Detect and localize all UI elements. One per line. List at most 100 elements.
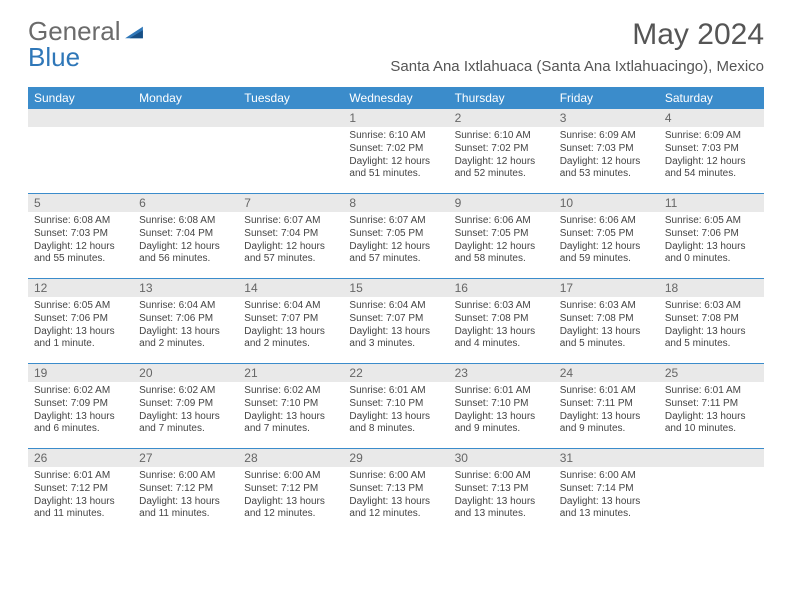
day-content-line: Sunrise: 6:05 AM [34,300,127,313]
day-number: 20 [133,364,238,382]
day-cell: 27Sunrise: 6:00 AMSunset: 7:12 PMDayligh… [133,449,238,533]
day-content-line: Daylight: 12 hours [455,241,548,254]
day-content: Sunrise: 6:05 AMSunset: 7:06 PMDaylight:… [28,297,133,355]
day-content: Sunrise: 6:02 AMSunset: 7:09 PMDaylight:… [28,382,133,440]
day-number [659,449,764,467]
day-content-line: Daylight: 12 hours [560,241,653,254]
day-content: Sunrise: 6:09 AMSunset: 7:03 PMDaylight:… [659,127,764,185]
day-number: 30 [449,449,554,467]
day-number: 2 [449,109,554,127]
day-content: Sunrise: 6:06 AMSunset: 7:05 PMDaylight:… [449,212,554,270]
day-content-line: Daylight: 12 hours [244,241,337,254]
day-header: Thursday [449,87,554,109]
day-number: 21 [238,364,343,382]
day-content-line: Daylight: 13 hours [139,411,232,424]
day-number: 31 [554,449,659,467]
day-content: Sunrise: 6:00 AMSunset: 7:14 PMDaylight:… [554,467,659,525]
day-cell: 12Sunrise: 6:05 AMSunset: 7:06 PMDayligh… [28,279,133,363]
day-content-line: Sunrise: 6:01 AM [560,385,653,398]
day-content: Sunrise: 6:01 AMSunset: 7:11 PMDaylight:… [554,382,659,440]
day-content: Sunrise: 6:01 AMSunset: 7:10 PMDaylight:… [449,382,554,440]
day-content-line: Daylight: 13 hours [665,411,758,424]
day-content-line: Sunrise: 6:03 AM [665,300,758,313]
day-content-line: Sunrise: 6:00 AM [455,470,548,483]
day-content-line: Sunrise: 6:03 AM [560,300,653,313]
day-content-line: and 52 minutes. [455,168,548,181]
day-content-line: Sunrise: 6:01 AM [34,470,127,483]
day-content: Sunrise: 6:04 AMSunset: 7:07 PMDaylight:… [238,297,343,355]
day-cell: 24Sunrise: 6:01 AMSunset: 7:11 PMDayligh… [554,364,659,448]
day-number: 25 [659,364,764,382]
day-content-line: and 6 minutes. [34,423,127,436]
week-row: 19Sunrise: 6:02 AMSunset: 7:09 PMDayligh… [28,363,764,448]
day-cell: 17Sunrise: 6:03 AMSunset: 7:08 PMDayligh… [554,279,659,363]
day-cell: 25Sunrise: 6:01 AMSunset: 7:11 PMDayligh… [659,364,764,448]
day-number: 24 [554,364,659,382]
day-content-line: Daylight: 13 hours [560,496,653,509]
day-cell: 29Sunrise: 6:00 AMSunset: 7:13 PMDayligh… [343,449,448,533]
day-content-line: and 7 minutes. [139,423,232,436]
day-content-line: Sunrise: 6:00 AM [560,470,653,483]
day-cell [28,109,133,193]
week-row: 1Sunrise: 6:10 AMSunset: 7:02 PMDaylight… [28,109,764,193]
day-header: Friday [554,87,659,109]
location: Santa Ana Ixtlahuaca (Santa Ana Ixtlahua… [390,58,764,75]
day-content-line: and 55 minutes. [34,253,127,266]
day-content-line: and 3 minutes. [349,338,442,351]
day-content-line: Sunrise: 6:07 AM [244,215,337,228]
day-header: Monday [133,87,238,109]
day-content-line: Daylight: 12 hours [455,156,548,169]
day-cell: 22Sunrise: 6:01 AMSunset: 7:10 PMDayligh… [343,364,448,448]
day-cell: 9Sunrise: 6:06 AMSunset: 7:05 PMDaylight… [449,194,554,278]
day-content-line: Sunset: 7:10 PM [455,398,548,411]
day-content-line: Sunset: 7:10 PM [349,398,442,411]
day-content-line: Sunset: 7:03 PM [34,228,127,241]
day-content-line: Sunset: 7:05 PM [560,228,653,241]
day-content-line: Daylight: 13 hours [34,411,127,424]
day-content-line: Sunset: 7:09 PM [34,398,127,411]
day-content-line: Daylight: 12 hours [560,156,653,169]
day-content-line: and 13 minutes. [455,508,548,521]
day-number: 9 [449,194,554,212]
day-number: 7 [238,194,343,212]
day-number [28,109,133,127]
day-content-line: Sunrise: 6:04 AM [139,300,232,313]
day-number: 18 [659,279,764,297]
day-content [659,467,764,474]
day-cell: 2Sunrise: 6:10 AMSunset: 7:02 PMDaylight… [449,109,554,193]
day-number: 29 [343,449,448,467]
day-cell: 3Sunrise: 6:09 AMSunset: 7:03 PMDaylight… [554,109,659,193]
day-number [133,109,238,127]
day-content: Sunrise: 6:02 AMSunset: 7:09 PMDaylight:… [133,382,238,440]
day-content-line: Sunset: 7:11 PM [560,398,653,411]
day-number [238,109,343,127]
day-content-line: Daylight: 13 hours [455,326,548,339]
day-content-line: and 11 minutes. [34,508,127,521]
day-content-line: Daylight: 13 hours [244,326,337,339]
day-number: 19 [28,364,133,382]
day-header-row: Sunday Monday Tuesday Wednesday Thursday… [28,87,764,109]
day-content: Sunrise: 6:08 AMSunset: 7:03 PMDaylight:… [28,212,133,270]
day-content [238,127,343,134]
day-content-line: Daylight: 13 hours [349,411,442,424]
day-content-line: Daylight: 12 hours [665,156,758,169]
day-content-line: Sunrise: 6:01 AM [455,385,548,398]
day-content-line: Sunrise: 6:06 AM [455,215,548,228]
day-number: 28 [238,449,343,467]
day-content-line: Daylight: 12 hours [139,241,232,254]
day-content-line: and 59 minutes. [560,253,653,266]
week-row: 5Sunrise: 6:08 AMSunset: 7:03 PMDaylight… [28,193,764,278]
day-cell: 31Sunrise: 6:00 AMSunset: 7:14 PMDayligh… [554,449,659,533]
day-cell: 1Sunrise: 6:10 AMSunset: 7:02 PMDaylight… [343,109,448,193]
day-content-line: Sunrise: 6:04 AM [349,300,442,313]
day-content-line: Daylight: 13 hours [455,411,548,424]
day-content-line: Sunset: 7:12 PM [34,483,127,496]
day-content-line: Sunrise: 6:10 AM [455,130,548,143]
day-content-line: Daylight: 13 hours [665,241,758,254]
day-content: Sunrise: 6:00 AMSunset: 7:12 PMDaylight:… [238,467,343,525]
day-content-line: and 57 minutes. [244,253,337,266]
day-header: Saturday [659,87,764,109]
day-content-line: Sunrise: 6:01 AM [349,385,442,398]
day-content-line: Sunrise: 6:02 AM [244,385,337,398]
day-content-line: Daylight: 13 hours [34,496,127,509]
